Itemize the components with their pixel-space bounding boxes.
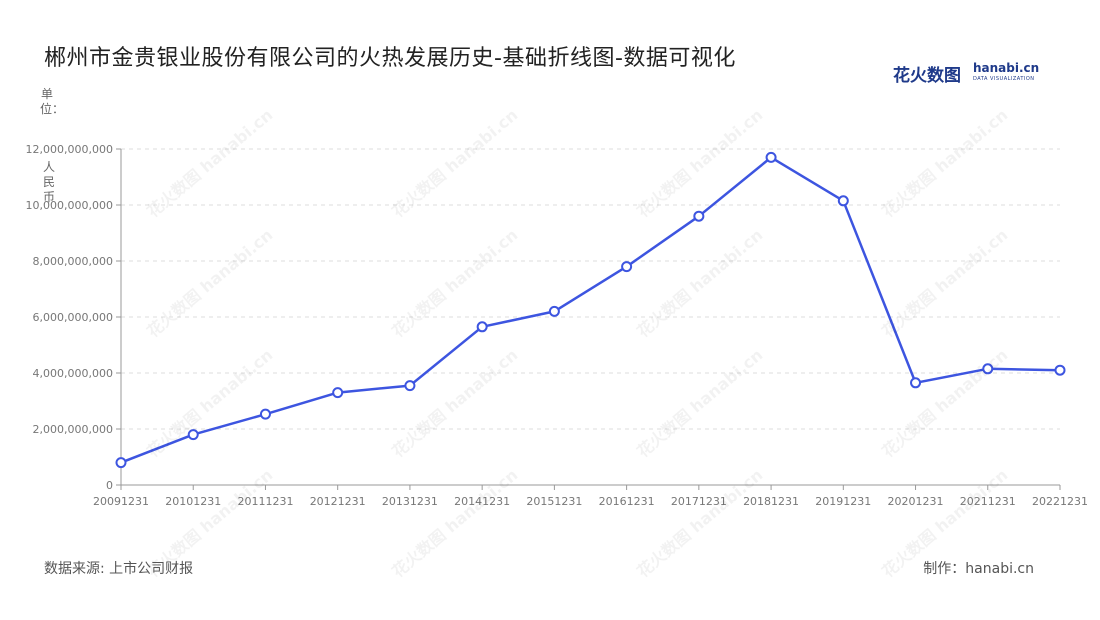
- x-tick-label: 20111231: [237, 495, 293, 508]
- data-point[interactable]: [1054, 364, 1066, 376]
- x-tick-label: 20161231: [599, 495, 655, 508]
- data-point[interactable]: [404, 380, 416, 392]
- data-point[interactable]: [693, 210, 705, 222]
- data-point[interactable]: [765, 151, 777, 163]
- x-tick-label: 20211231: [960, 495, 1016, 508]
- series-line: [120, 156, 1061, 464]
- data-point[interactable]: [259, 408, 271, 420]
- logo-sub-text: DATA VISUALIZATION: [973, 76, 1035, 82]
- data-point[interactable]: [910, 377, 922, 389]
- x-tick-label: 20181231: [743, 495, 799, 508]
- y-tick-label: 8,000,000,000: [33, 255, 113, 268]
- x-tick-label: 20101231: [165, 495, 221, 508]
- data-point[interactable]: [115, 457, 127, 469]
- data-point[interactable]: [837, 195, 849, 207]
- x-tick-label: 20091231: [93, 495, 149, 508]
- x-tick-label: 20191231: [815, 495, 871, 508]
- chart-title: 郴州市金贵银业股份有限公司的火热发展历史-基础折线图-数据可视化: [44, 46, 736, 71]
- x-tick-label: 20221231: [1032, 495, 1088, 508]
- data-points: [115, 151, 1066, 469]
- series-line-group: [120, 156, 1061, 464]
- y-tick-label: 6,000,000,000: [33, 311, 113, 324]
- data-point[interactable]: [476, 321, 488, 333]
- y-tick-label: 10,000,000,000: [26, 199, 113, 212]
- data-point[interactable]: [187, 429, 199, 441]
- x-tick-label: 20131231: [382, 495, 438, 508]
- logo-cn-text: 花火数图: [893, 66, 961, 86]
- y-tick-label: 4,000,000,000: [33, 367, 113, 380]
- x-tick-label: 20171231: [671, 495, 727, 508]
- data-point[interactable]: [332, 387, 344, 399]
- data-point[interactable]: [621, 261, 633, 273]
- y-tick-label: 0: [106, 479, 113, 492]
- x-axis-ticks: 20091231 20101231 20111231 20121231 20131231…: [93, 485, 1088, 508]
- x-tick-label: 20121231: [310, 495, 366, 508]
- y-tick-label: 12,000,000,000: [26, 143, 113, 156]
- x-tick-label: 20151231: [526, 495, 582, 508]
- x-tick-label: 20201231: [888, 495, 944, 508]
- data-point[interactable]: [982, 363, 994, 375]
- data-source: 数据来源: 上市公司财报: [44, 561, 194, 577]
- logo-en-text: hanabi.cn: [973, 61, 1040, 75]
- y-axis-label-cont: 人民币: [42, 160, 55, 204]
- x-tick-label: 20141231: [454, 495, 510, 508]
- axes: [120, 149, 1060, 486]
- data-point[interactable]: [548, 305, 560, 317]
- y-axis-ticks: 0 2,000,000,000 4,000,000,000 6,000,000,000…: [26, 143, 121, 492]
- y-tick-label: 2,000,000,000: [33, 423, 113, 436]
- credit: 制作：hanabi.cn: [923, 561, 1034, 577]
- brand-logo: 花火数图 hanabi.cn DATA VISUALIZATION: [893, 60, 1043, 88]
